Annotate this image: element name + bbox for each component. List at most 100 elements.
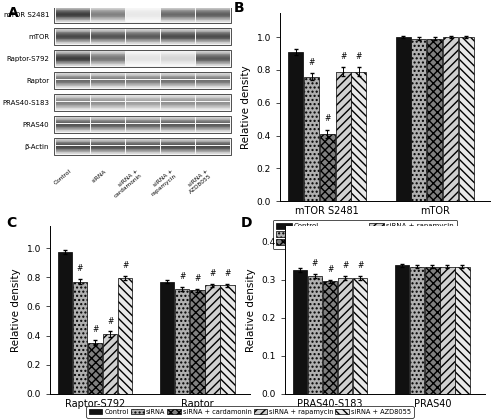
Bar (196, 97, 230, 98)
Bar (196, 53, 230, 54)
Bar (126, 72, 160, 73)
Bar (126, 55, 160, 56)
Bar (126, 153, 160, 154)
Bar (91, 57, 125, 58)
Bar (161, 34, 194, 35)
Bar (56, 12, 90, 13)
Bar (91, 53, 125, 54)
Bar (196, 121, 230, 122)
Bar (56, 125, 90, 126)
Bar (56, 10, 90, 11)
Bar (91, 81, 125, 82)
Bar (91, 116, 125, 117)
Bar (56, 58, 90, 59)
Bar (91, 144, 125, 145)
Bar (56, 60, 90, 61)
Bar (161, 153, 194, 154)
Bar (196, 80, 230, 81)
Bar (308, 276, 322, 394)
Text: #: # (327, 265, 334, 274)
Bar (196, 59, 230, 60)
Bar (91, 148, 125, 149)
Bar (196, 56, 230, 57)
Bar (56, 53, 90, 54)
Bar (126, 128, 160, 129)
Bar (196, 18, 230, 19)
Bar (161, 127, 194, 128)
Bar (161, 54, 194, 55)
Bar (196, 58, 230, 59)
Bar (91, 118, 125, 119)
Bar (56, 127, 90, 128)
Bar (161, 148, 194, 149)
Bar (161, 124, 194, 125)
Bar (56, 32, 90, 33)
Bar (196, 37, 230, 38)
Bar (161, 147, 194, 148)
Bar (56, 9, 90, 10)
Bar (161, 152, 194, 153)
Bar (126, 140, 160, 141)
Bar (196, 10, 230, 11)
Bar (126, 81, 160, 82)
Bar (91, 74, 125, 75)
Bar (126, 59, 160, 60)
Bar (126, 8, 160, 9)
Bar (91, 124, 125, 125)
Bar (126, 19, 160, 20)
Bar (91, 72, 125, 73)
Bar (56, 83, 90, 84)
Bar (126, 58, 160, 59)
Bar (56, 109, 90, 110)
Bar (91, 82, 125, 83)
Bar (56, 20, 90, 21)
Bar (56, 52, 90, 53)
Bar (126, 15, 160, 16)
Bar (126, 52, 160, 53)
Bar (126, 98, 160, 99)
Bar (56, 145, 90, 146)
Bar (126, 126, 160, 127)
Bar (323, 282, 338, 394)
Bar (161, 29, 194, 30)
Bar (161, 40, 194, 41)
Bar (56, 147, 90, 148)
Bar (126, 95, 160, 96)
Bar (196, 39, 230, 40)
Bar (196, 127, 230, 128)
Bar (196, 79, 230, 80)
Bar (161, 123, 194, 124)
Bar (56, 65, 90, 66)
Bar (161, 146, 194, 147)
Text: β-Actin: β-Actin (24, 144, 49, 150)
Bar (196, 34, 230, 35)
Bar (56, 79, 90, 80)
Bar (91, 18, 125, 19)
Bar (161, 108, 194, 109)
Bar (56, 99, 90, 100)
Bar (196, 77, 230, 78)
Bar (161, 99, 194, 100)
Bar (91, 56, 125, 57)
Bar (126, 145, 160, 146)
Bar (126, 150, 160, 151)
Bar (91, 60, 125, 61)
Bar (126, 37, 160, 38)
Bar (161, 20, 194, 21)
Bar (161, 142, 194, 143)
Bar (56, 82, 90, 83)
Bar (91, 106, 125, 107)
Bar (126, 106, 160, 107)
Bar (196, 11, 230, 12)
Bar (91, 11, 125, 12)
Bar (56, 150, 90, 151)
Bar (161, 82, 194, 83)
Bar (56, 31, 90, 32)
Bar (126, 130, 160, 131)
Bar (126, 29, 160, 30)
Bar (161, 141, 194, 142)
Bar (320, 134, 335, 201)
Bar (56, 139, 90, 140)
Bar (91, 98, 125, 99)
Bar (73, 282, 87, 394)
